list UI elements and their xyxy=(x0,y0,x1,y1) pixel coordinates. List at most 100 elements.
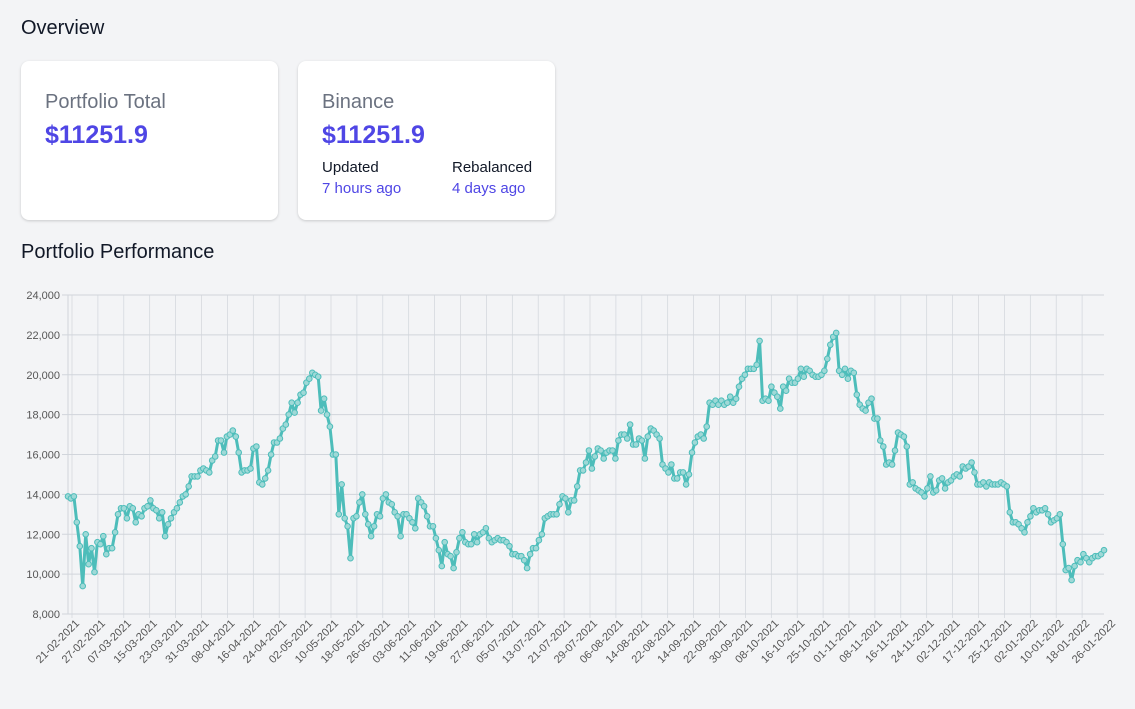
data-point[interactable] xyxy=(641,455,649,462)
data-point[interactable] xyxy=(585,447,593,454)
data-point[interactable] xyxy=(1021,528,1028,536)
data-point[interactable] xyxy=(282,421,290,428)
data-point[interactable] xyxy=(447,552,454,560)
data-point[interactable] xyxy=(217,437,225,444)
data-point[interactable] xyxy=(615,437,622,444)
data-point[interactable] xyxy=(409,519,416,526)
data-point[interactable] xyxy=(432,534,440,542)
data-point[interactable] xyxy=(429,523,437,530)
data-point[interactable] xyxy=(347,554,354,562)
data-point[interactable] xyxy=(70,493,78,500)
data-point[interactable] xyxy=(850,369,858,377)
data-point[interactable] xyxy=(556,501,563,508)
data-point[interactable] xyxy=(520,556,528,564)
data-point[interactable] xyxy=(76,542,84,550)
data-point[interactable] xyxy=(1003,483,1011,490)
data-point[interactable] xyxy=(612,455,619,462)
data-point[interactable] xyxy=(909,479,917,486)
data-point[interactable] xyxy=(344,523,351,530)
data-point[interactable] xyxy=(185,483,192,490)
data-point[interactable] xyxy=(467,540,475,548)
data-point[interactable] xyxy=(765,397,772,404)
data-point[interactable] xyxy=(535,536,543,544)
data-point[interactable] xyxy=(868,395,875,402)
data-point[interactable] xyxy=(562,495,569,502)
data-point[interactable] xyxy=(774,393,781,400)
data-point[interactable] xyxy=(206,469,213,476)
data-point[interactable] xyxy=(438,562,446,570)
data-point[interactable] xyxy=(688,449,696,456)
data-point[interactable] xyxy=(777,405,784,412)
data-point[interactable] xyxy=(394,513,401,520)
data-point[interactable] xyxy=(259,481,266,488)
data-point[interactable] xyxy=(1065,564,1072,572)
data-point[interactable] xyxy=(900,433,908,440)
data-point[interactable] xyxy=(862,407,869,414)
data-point[interactable] xyxy=(473,538,481,546)
data-point[interactable] xyxy=(211,453,219,460)
data-point[interactable] xyxy=(968,459,975,466)
data-point[interactable] xyxy=(626,421,634,428)
data-point[interactable] xyxy=(232,433,240,440)
data-point[interactable] xyxy=(364,521,372,528)
binance-card[interactable]: Binance $11251.9 Updated 7 hours ago Reb… xyxy=(298,61,555,220)
data-point[interactable] xyxy=(88,544,95,552)
data-point[interactable] xyxy=(314,373,322,380)
data-point[interactable] xyxy=(220,449,228,456)
data-point[interactable] xyxy=(247,465,254,472)
data-point[interactable] xyxy=(921,493,928,500)
data-point[interactable] xyxy=(1056,511,1064,518)
data-point[interactable] xyxy=(261,475,269,482)
data-point[interactable] xyxy=(782,387,790,394)
data-point[interactable] xyxy=(1024,519,1031,526)
data-point[interactable] xyxy=(1059,540,1067,548)
data-point[interactable] xyxy=(668,461,675,468)
data-point[interactable] xyxy=(376,513,384,520)
data-point[interactable] xyxy=(591,453,599,460)
data-point[interactable] xyxy=(79,582,86,590)
data-point[interactable] xyxy=(420,503,428,510)
data-point[interactable] xyxy=(703,423,711,430)
data-point[interactable] xyxy=(294,399,301,406)
data-point[interactable] xyxy=(367,532,375,540)
data-point[interactable] xyxy=(235,449,242,456)
data-point[interactable] xyxy=(538,531,546,538)
data-point[interactable] xyxy=(456,534,463,542)
data-point[interactable] xyxy=(588,465,596,472)
data-point[interactable] xyxy=(1027,513,1034,520)
data-point[interactable] xyxy=(888,461,896,468)
data-point[interactable] xyxy=(176,499,184,506)
data-point[interactable] xyxy=(874,415,881,422)
data-point[interactable] xyxy=(600,455,608,462)
data-point[interactable] xyxy=(103,550,110,558)
data-point[interactable] xyxy=(253,443,260,450)
data-point[interactable] xyxy=(679,469,687,476)
data-point[interactable] xyxy=(609,447,616,454)
data-point[interactable] xyxy=(164,521,172,528)
data-point[interactable] xyxy=(397,532,404,540)
data-point[interactable] xyxy=(932,487,940,494)
data-point[interactable] xyxy=(132,519,139,526)
data-point[interactable] xyxy=(441,538,449,546)
data-point[interactable] xyxy=(632,441,640,448)
data-point[interactable] xyxy=(665,469,672,476)
data-point[interactable] xyxy=(288,399,296,406)
data-point[interactable] xyxy=(300,389,307,396)
data-point[interactable] xyxy=(644,433,652,440)
data-point[interactable] xyxy=(1068,576,1075,584)
data-point[interactable] xyxy=(597,447,605,454)
data-point[interactable] xyxy=(167,515,175,522)
data-point[interactable] xyxy=(229,427,237,434)
data-point[interactable] xyxy=(573,483,581,490)
data-point[interactable] xyxy=(756,337,763,345)
data-point[interactable] xyxy=(1044,511,1052,518)
data-point[interactable] xyxy=(927,473,934,480)
data-point[interactable] xyxy=(838,371,846,379)
data-point[interactable] xyxy=(523,564,531,572)
data-point[interactable] xyxy=(453,548,460,556)
data-point[interactable] xyxy=(111,528,119,536)
data-point[interactable] xyxy=(482,525,490,532)
data-point[interactable] xyxy=(532,544,540,552)
data-point[interactable] xyxy=(370,523,378,530)
data-point[interactable] xyxy=(362,511,369,518)
